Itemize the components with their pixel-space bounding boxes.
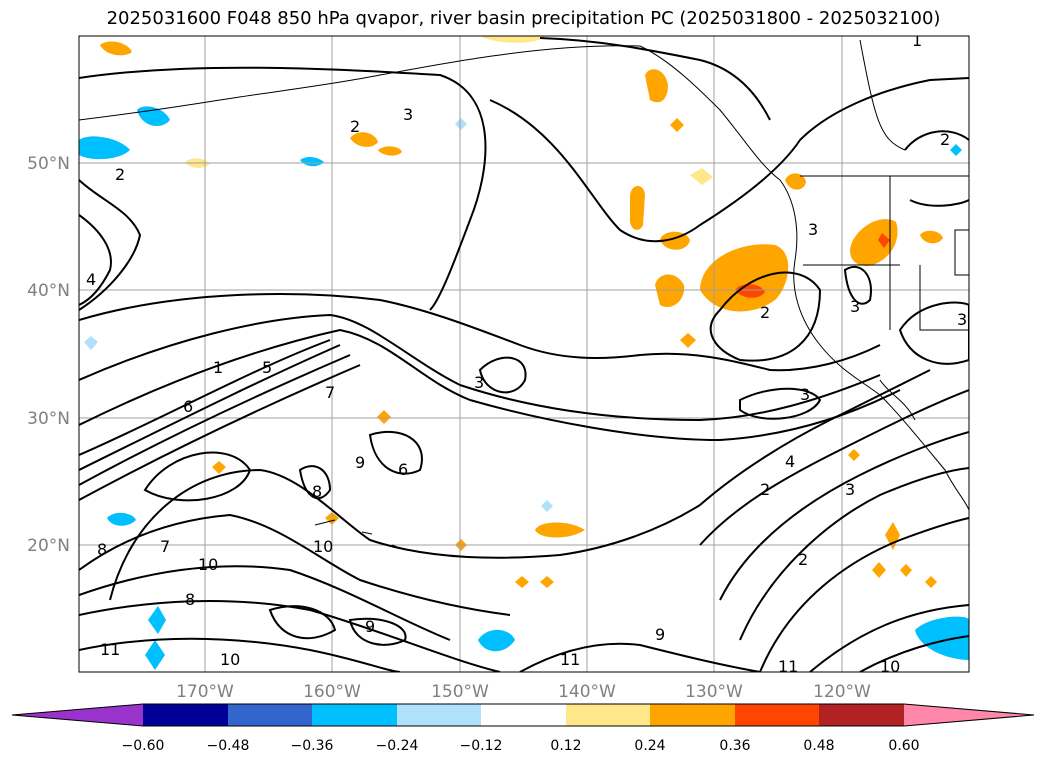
colorbar-tick: 0.48 — [803, 738, 834, 754]
contour-label: 10 — [220, 650, 240, 669]
lon-label-130w: 130°W — [685, 682, 743, 702]
contour-label: 5 — [262, 358, 272, 377]
contour-label: 9 — [355, 453, 365, 472]
contour-label: 6 — [398, 460, 408, 479]
contour-label: 7 — [160, 537, 170, 556]
colorbar-tick: −0.12 — [460, 738, 503, 754]
contour-label: 7 — [325, 383, 335, 402]
contour-label: 8 — [312, 482, 322, 501]
contour-labels: 1 2 2 2 2 2 3 3 3 3 3 3 4 4 5 6 7 7 8 8 — [86, 31, 967, 676]
contour-label: 11 — [778, 657, 798, 676]
colorbar: −0.60 −0.48 −0.36 −0.24 −0.12 0.12 0.24 … — [11, 703, 1035, 754]
colorbar-bin — [481, 704, 566, 726]
contour-label: 2 — [940, 130, 950, 149]
coastlines — [79, 39, 969, 550]
colorbar-tick: −0.48 — [207, 738, 250, 754]
contour-label: 3 — [800, 385, 810, 404]
graticule — [79, 36, 969, 672]
colorbar-outline — [11, 703, 1035, 727]
colorbar-over-extend — [904, 704, 1034, 726]
colorbar-bin — [228, 704, 312, 726]
colorbar-tick: 0.24 — [634, 738, 665, 754]
map-border — [78, 35, 970, 673]
contour-label: 8 — [185, 590, 195, 609]
contour-label: 3 — [957, 310, 967, 329]
contour-label: 2 — [798, 550, 808, 569]
lon-label-140w: 140°W — [558, 682, 616, 702]
contour-label: 3 — [808, 220, 818, 239]
contour-label: 2 — [760, 303, 770, 322]
contour-label: 3 — [403, 105, 413, 124]
contour-label: 2 — [350, 117, 360, 136]
lat-label-20n: 20°N — [27, 536, 70, 556]
contour-label: 11 — [100, 640, 120, 659]
contour-label: 3 — [850, 297, 860, 316]
colorbar-under-extend — [12, 704, 143, 726]
contour-label: 9 — [655, 625, 665, 644]
contour-label: 2 — [115, 165, 125, 184]
contour-label: 10 — [313, 537, 333, 556]
colorbar-bin — [312, 704, 397, 726]
contour-label: 4 — [785, 452, 795, 471]
colorbar-tick: −0.24 — [376, 738, 419, 754]
contour-label: 1 — [213, 358, 223, 377]
map-panel: 1 2 2 2 2 2 3 3 3 3 3 3 4 4 5 6 7 7 8 8 — [78, 31, 970, 676]
colorbar-tick: −0.60 — [122, 738, 165, 754]
contour-label: 4 — [86, 270, 96, 289]
colorbar-tick: 0.60 — [888, 738, 919, 754]
contour-label: 10 — [198, 555, 218, 574]
colorbar-bin — [397, 704, 481, 726]
lon-label-120w: 120°W — [813, 682, 871, 702]
contour-label: 1 — [912, 31, 922, 50]
contour-label: 9 — [365, 617, 375, 636]
contour-label: 8 — [97, 540, 107, 559]
precip-shading — [79, 36, 969, 670]
map-title: 2025031600 F048 850 hPa qvapor, river ba… — [106, 8, 941, 29]
contour-label: 3 — [474, 373, 484, 392]
colorbar-tick: 0.36 — [719, 738, 750, 754]
colorbar-tick: −0.36 — [291, 738, 334, 754]
lon-label-170w: 170°W — [176, 682, 234, 702]
contour-label: 10 — [880, 657, 900, 676]
lat-label-50n: 50°N — [27, 154, 70, 174]
colorbar-bin — [735, 704, 819, 726]
lon-label-160w: 160°W — [303, 682, 361, 702]
colorbar-bin — [819, 704, 904, 726]
colorbar-bin — [143, 704, 228, 726]
colorbar-ticks: −0.60 −0.48 −0.36 −0.24 −0.12 0.12 0.24 … — [122, 738, 920, 754]
qvapor-contours — [79, 37, 969, 672]
colorbar-bin — [566, 704, 650, 726]
lon-label-150w: 150°W — [431, 682, 489, 702]
contour-label: 2 — [760, 480, 770, 499]
lat-label-30n: 30°N — [27, 409, 70, 429]
contour-label: 11 — [560, 650, 580, 669]
colorbar-bin — [650, 704, 735, 726]
contour-label: 6 — [183, 397, 193, 416]
colorbar-tick: 0.12 — [550, 738, 581, 754]
latitude-labels: 50°N 40°N 30°N 20°N — [27, 154, 70, 556]
longitude-labels: 170°W 160°W 150°W 140°W 130°W 120°W — [176, 682, 871, 702]
lat-label-40n: 40°N — [27, 281, 70, 301]
contour-label: 3 — [845, 480, 855, 499]
